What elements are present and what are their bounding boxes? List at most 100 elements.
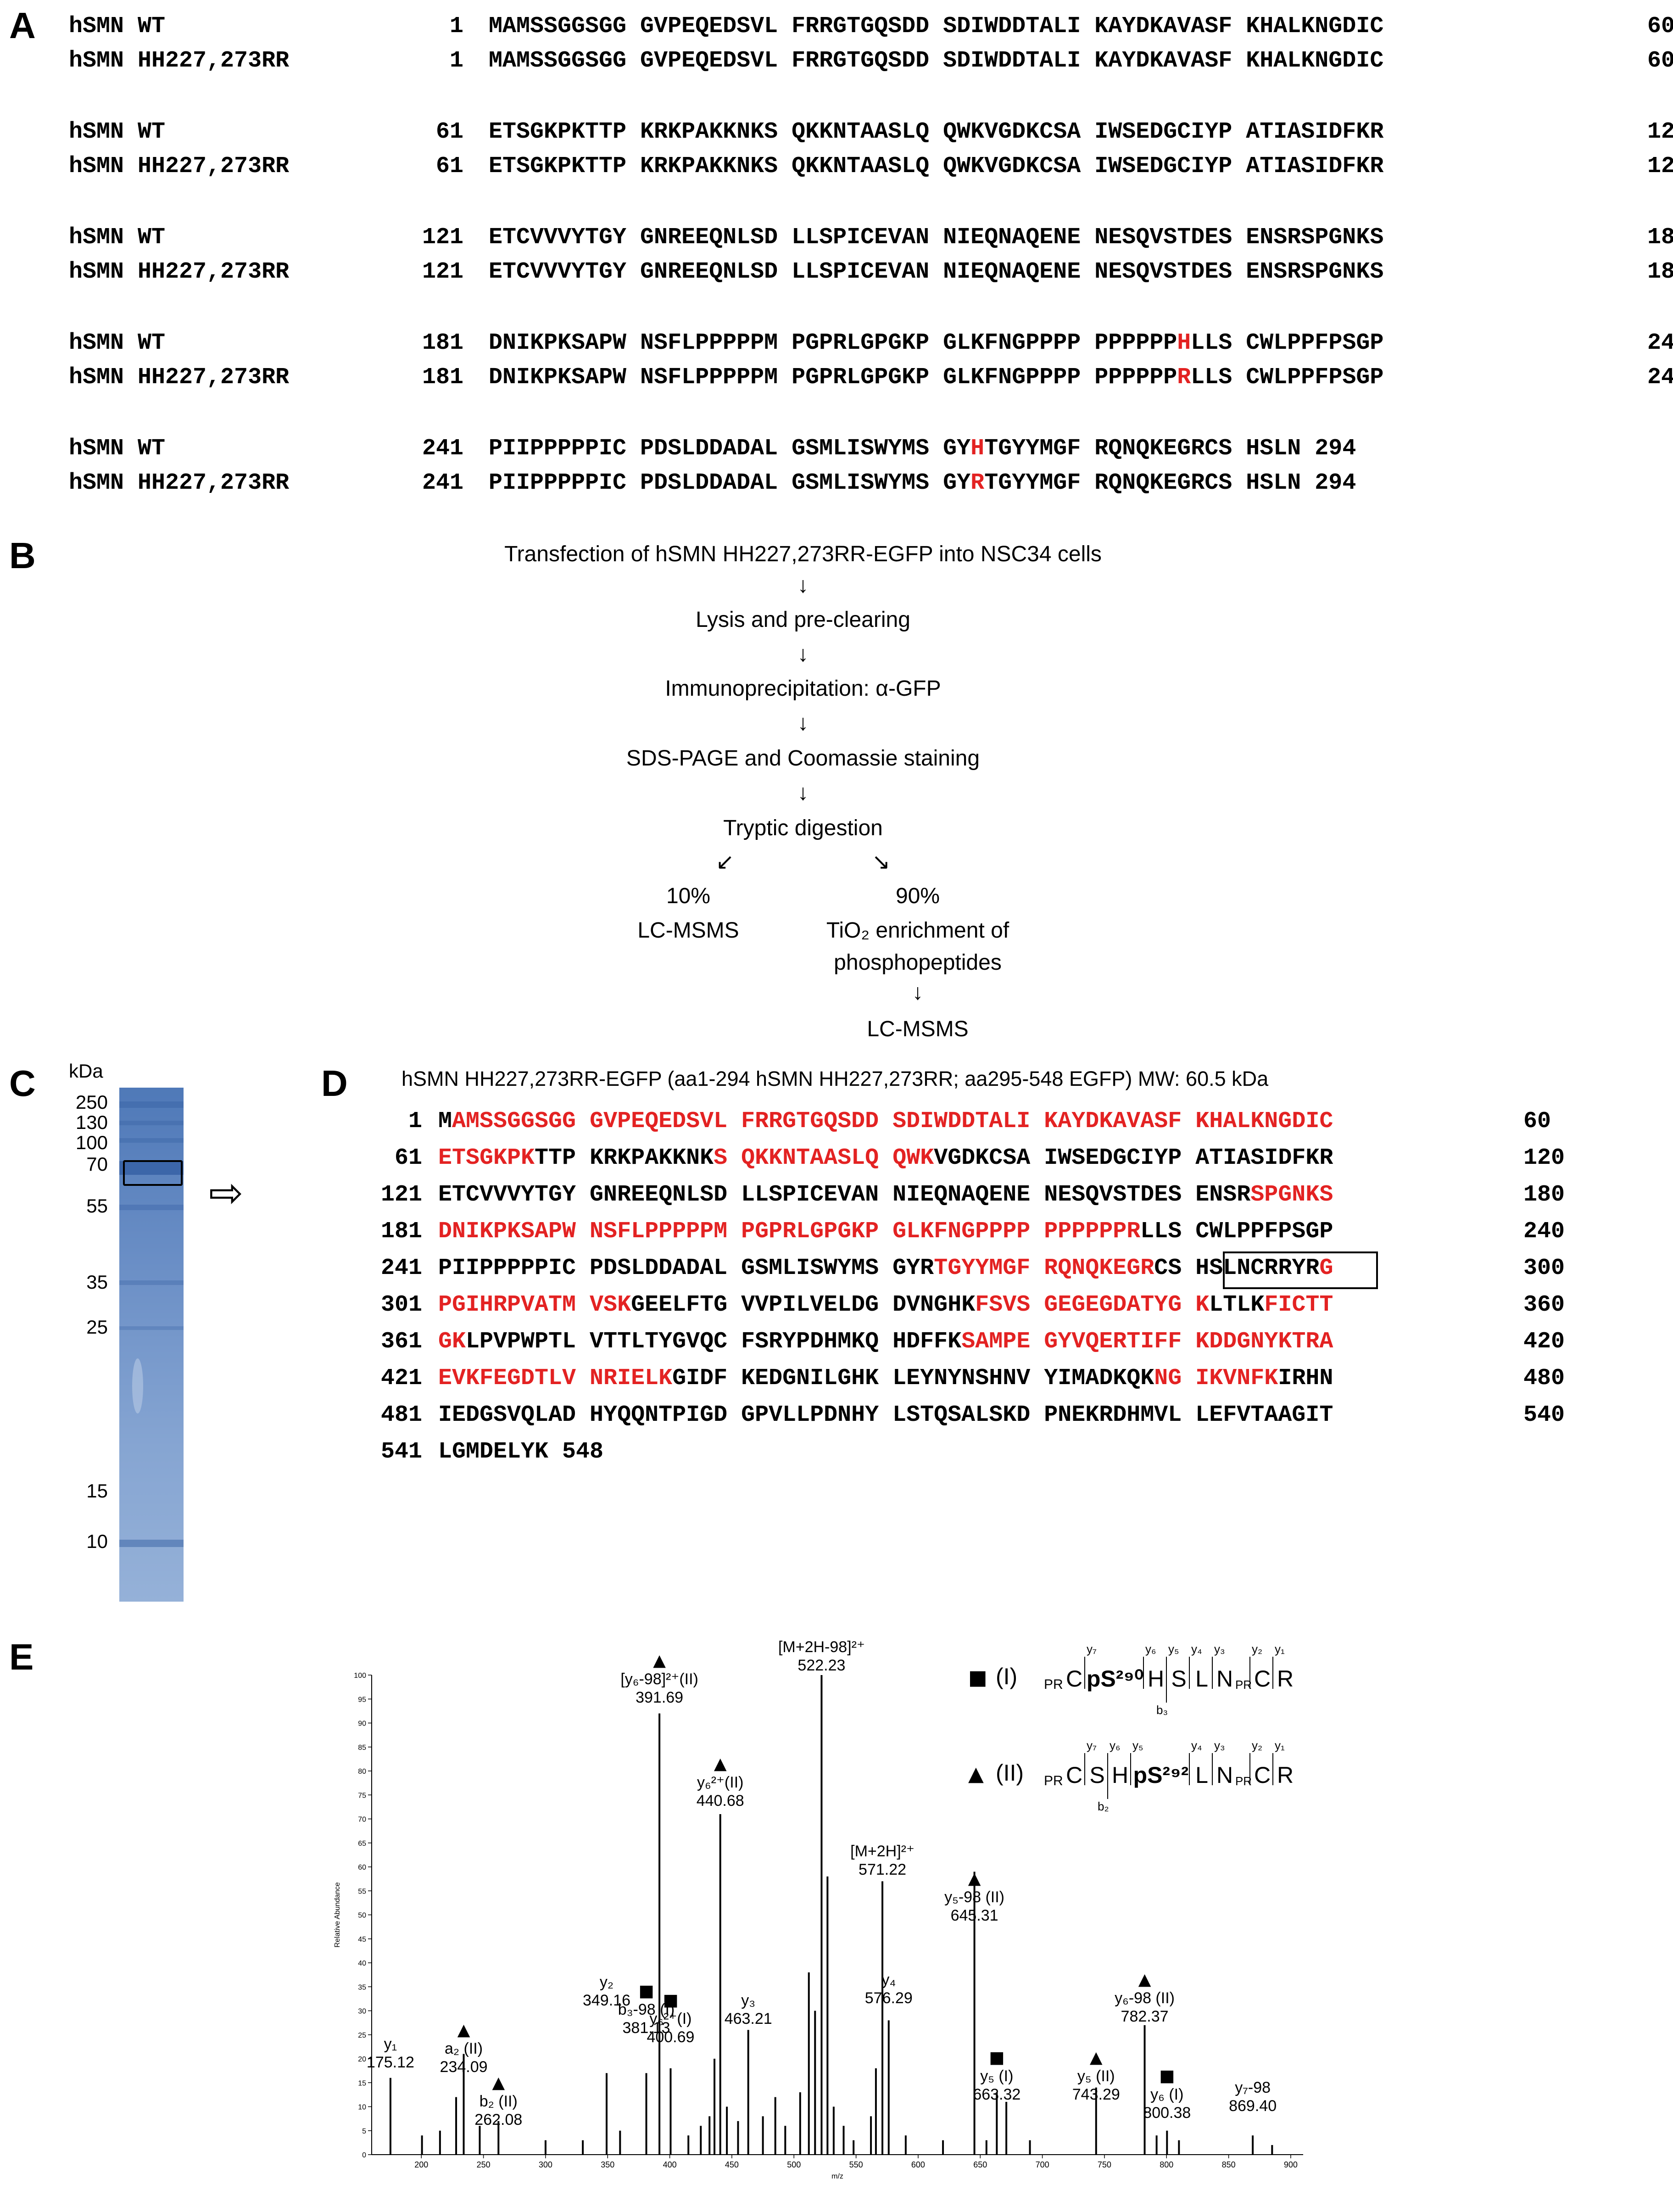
arrow-left-icon: ↙: [715, 850, 735, 874]
peptide-residue: C: [1066, 1666, 1082, 1692]
uncovered-segment: TTP KRKPAKKNK: [535, 1145, 714, 1171]
residue-end: 240: [1523, 1218, 1565, 1245]
x-tick-label: 600: [911, 2160, 925, 2169]
residue-start: 241: [380, 1255, 422, 1281]
residue-segment: PIIPPPPPIC PDSLDDADAL GSMLISWYMS GY: [489, 470, 971, 496]
sequence-row: 481 IEDGSVQLAD HYQQNTPIGD GPVLLPDNHY LSTQ…: [353, 1402, 1638, 1439]
residue-end: 60: [1647, 48, 1673, 74]
y-ion-label: y₆: [1145, 1642, 1156, 1656]
ms2-spectrum-figure: 0 5 10 15 20 25 30 35 40 45 50 55 60 65 70 75 80 85 90 95 10…: [312, 1634, 1643, 2207]
alignment-row: hSMN HH227,273RR 121 ETCVVVYTGY GNREEQNLSD…: [69, 255, 1673, 289]
sequence-row: 361 GKLPVPWPTL VTTLTYGVQC FSRYPDHMKQ HDFF…: [353, 1329, 1638, 1365]
triangle-marker-icon: ▲: [968, 1762, 984, 1786]
square-marker-icon: ■: [663, 1991, 678, 2010]
peptide-prefix: PR: [1235, 1774, 1252, 1788]
y-tick-label: 60: [358, 1864, 366, 1871]
gel-marker-25: 25: [86, 1316, 108, 1338]
residue-string: ETCVVVYTGY GNREEQNLSD LLSPICEVAN NIEQNAQ…: [489, 220, 1383, 255]
sequence-row: 61 ETSGKPKTTP KRKPAKKNKS QKKNTAASLQ QWKVG…: [353, 1145, 1638, 1182]
x-tick-label: 900: [1284, 2160, 1298, 2169]
uncovered-segment: LPVPWPTL VTTLTYGVQC FSRYPDHMKQ HDFFK: [466, 1329, 962, 1355]
peak-mz-label: 391.69: [636, 1689, 683, 1706]
peak-ion-label: y₆²⁺(I): [649, 2010, 692, 2028]
peak-ion-label: b₂ (II): [480, 2093, 518, 2110]
sequence-label: hSMN HH227,273RR: [69, 48, 290, 74]
residue-string: PGIHRPVATM VSKGEELFTG VVPILVELDG DVNGHKF…: [438, 1292, 1333, 1318]
residue-end: 300: [1523, 1255, 1565, 1281]
residue-segment: ETCVVVYTGY GNREEQNLSD LLSPICEVAN NIEQNAQ…: [489, 224, 1384, 251]
covered-peptide: GK: [438, 1329, 466, 1355]
residue-start: 241: [422, 470, 463, 496]
gel-unit-label: kDa: [69, 1060, 103, 1082]
ms2-spectrum-chart: 0 5 10 15 20 25 30 35 40 45 50 55 60 65 70 75 80 85 90 95 10…: [334, 1638, 1303, 2180]
residue-string: DNIKPKSAPW NSFLPPPPPM PGPRLGPGKP GLKFNGP…: [489, 326, 1383, 360]
mutated-residue: R: [1177, 364, 1191, 391]
step-lysis: Lysis and pre-clearing: [696, 608, 910, 632]
residue-start: 301: [380, 1292, 422, 1318]
residue-start: 121: [422, 224, 463, 251]
sequence-row: 301 PGIHRPVATM VSKGEELFTG VVPILVELDG DVNG…: [353, 1292, 1638, 1329]
triangle-marker-icon: ▲: [968, 1869, 981, 1888]
square-marker-icon: ■: [989, 2048, 1004, 2067]
x-tick-label: 750: [1098, 2160, 1111, 2169]
sequence-row: 541 LGMDELYK 548: [353, 1439, 1638, 1475]
residue-string: ETSGKPKTTP KRKPAKKNKS QKKNTAASLQ QWKVGDK…: [438, 1145, 1333, 1171]
b-ion-label: b₂: [1098, 1799, 1109, 1813]
alignment-row: hSMN WT 121 ETCVVVYTGY GNREEQNLSD LLSPICEV…: [69, 220, 1673, 255]
residue-string: IEDGSVQLAD HYQQNTPIGD GPVLLPDNHY LSTQSAL…: [438, 1402, 1333, 1428]
peak-ion-label: y₄: [881, 1971, 896, 1989]
peak-ion-label: y₁: [384, 2035, 397, 2053]
sequence-label: hSMN WT: [69, 330, 166, 356]
step-immunoprecipitation: Immunoprecipitation: α-GFP: [665, 676, 941, 701]
panel-letter-d: D: [321, 1063, 348, 1104]
residue-start: 61: [394, 1145, 422, 1171]
y-tick-label: 55: [358, 1888, 366, 1895]
residue-segment: MAMSSGGSGG GVPEQEDSVL FRRGTGQSDD SDIWDDT…: [489, 48, 1384, 74]
alignment-row: hSMN WT 181 DNIKPKSAPW NSFLPPPPPM PGPRLGPG…: [69, 326, 1673, 360]
residue-segment: ETCVVVYTGY GNREEQNLSD LLSPICEVAN NIEQNAQ…: [489, 259, 1384, 285]
alignment-row: hSMN HH227,273RR 241 PIIPPPPPIC PDSLDDADAL…: [69, 466, 1666, 500]
residue-start: 541: [380, 1439, 422, 1465]
peak-ion-label: a₂ (II): [445, 2040, 483, 2057]
y-tick-label: 30: [358, 2008, 366, 2016]
x-tick-label: 800: [1160, 2160, 1173, 2169]
x-tick-label: 250: [477, 2160, 491, 2169]
y-tick-label: 10: [358, 2104, 366, 2111]
mutated-residue: H: [970, 436, 985, 462]
residue-start: 481: [380, 1402, 422, 1428]
y-tick-label: 70: [358, 1816, 366, 1824]
peptide-prefix: PR: [1044, 1677, 1063, 1692]
sequence-row: 181 DNIKPKSAPW NSFLPPPPPM PGPRLGPGKP GLKF…: [353, 1218, 1638, 1255]
alignment-row: hSMN WT 61 ETSGKPKTTP KRKPAKKNKS QKKNTAASL…: [69, 115, 1673, 149]
gel-marker-250: 250: [75, 1091, 108, 1113]
peak-mz-label: 381.13: [623, 2019, 670, 2037]
y-tick-label: 75: [358, 1792, 366, 1799]
x-tick-label: 400: [663, 2160, 677, 2169]
uncovered-segment: VGDKCSA IWSEDGCIYP ATIASIDFKR: [934, 1145, 1333, 1171]
x-tick-label: 550: [849, 2160, 863, 2169]
residue-end: 120: [1523, 1145, 1565, 1171]
covered-peptide: NG IKVNFK: [1154, 1365, 1278, 1391]
residue-string: PIIPPPPPIC PDSLDDADAL GSMLISWYMS GYRTGYY…: [438, 1255, 1333, 1281]
peak-ion-label: [M+2H]²⁺: [850, 1843, 915, 1860]
y-ion-label: y₃: [1214, 1642, 1225, 1656]
y-ion-label: y₅: [1132, 1738, 1143, 1752]
residue-string: ETCVVVYTGY GNREEQNLSD LLSPICEVAN NIEQNAQ…: [489, 255, 1383, 289]
residue-segment: TGYYMGF RQNQKEGRCS HSLN 294: [984, 470, 1356, 496]
peptide-residue: N: [1216, 1666, 1233, 1692]
residue-start: 361: [380, 1329, 422, 1355]
covered-peptide: G: [1319, 1255, 1333, 1281]
residue-end: 120: [1647, 119, 1673, 145]
uncovered-segment: LTLK: [1209, 1292, 1265, 1318]
sequence-label: hSMN HH227,273RR: [69, 153, 290, 179]
peak-mz-label: 663.32: [973, 2086, 1021, 2103]
peak-ion-label: y₂: [600, 1973, 613, 1991]
branch-right-final: LC-MSMS: [867, 1017, 969, 1041]
peptide-residue: L: [1195, 1666, 1208, 1692]
peak-mz-label: 645.31: [951, 1907, 998, 1924]
peak-mz-label: 262.08: [474, 2111, 522, 2128]
x-tick-label: 300: [539, 2160, 552, 2169]
sequence-alignment: hSMN WT 1 MAMSSGGSGG GVPEQEDSVL FRRGTGQSDD…: [69, 9, 1673, 505]
triangle-marker-icon: ▲: [492, 2073, 505, 2092]
residue-end: 480: [1523, 1365, 1565, 1391]
